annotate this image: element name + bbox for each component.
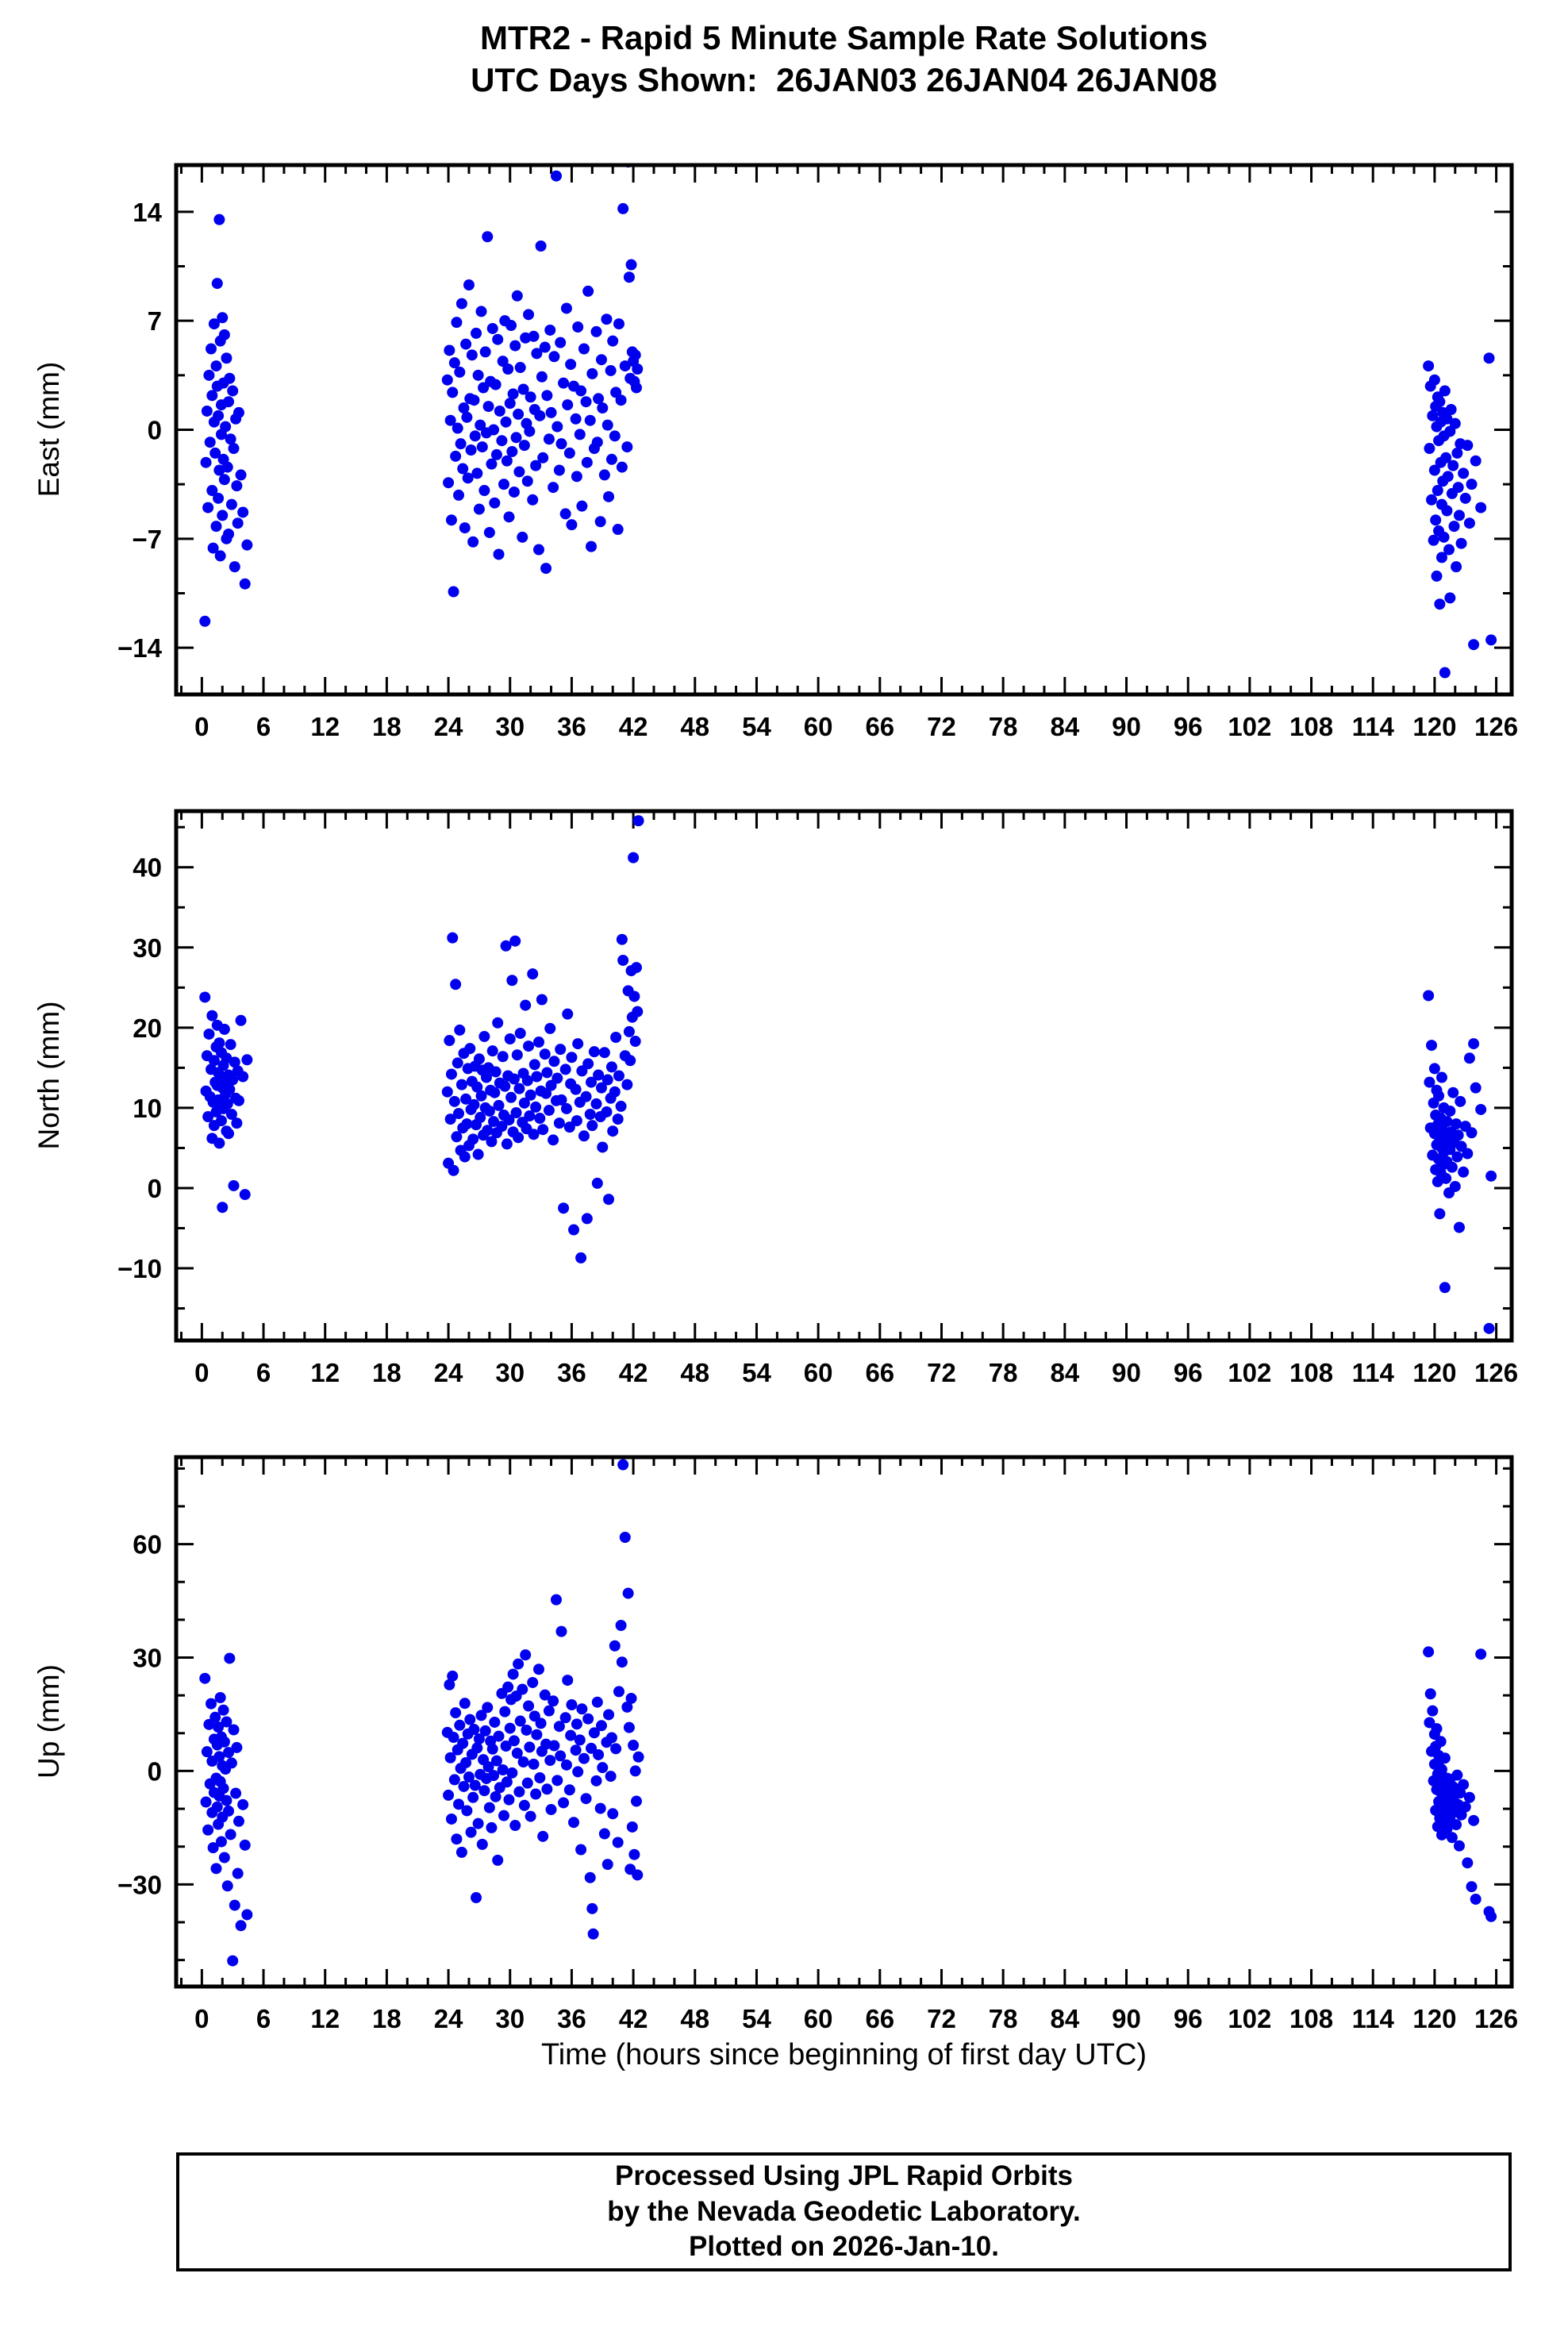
svg-text:120: 120 <box>1412 2004 1456 2033</box>
svg-text:42: 42 <box>619 712 648 741</box>
svg-text:48: 48 <box>680 1358 709 1387</box>
svg-text:0: 0 <box>194 712 209 741</box>
svg-text:40: 40 <box>133 853 162 883</box>
footer-line1: Processed Using JPL Rapid Orbits <box>614 2160 1074 2191</box>
svg-text:48: 48 <box>680 2004 709 2033</box>
svg-text:96: 96 <box>1174 1358 1203 1387</box>
svg-text:18: 18 <box>372 1358 402 1387</box>
svg-text:114: 114 <box>1352 2004 1395 2033</box>
footer-line2: by the Nevada Geodetic Laboratory. <box>607 2195 1081 2227</box>
svg-text:24: 24 <box>434 712 463 741</box>
svg-text:72: 72 <box>927 1358 956 1387</box>
svg-text:12: 12 <box>310 2004 340 2033</box>
svg-text:90: 90 <box>1112 2004 1141 2033</box>
svg-text:60: 60 <box>133 1530 162 1560</box>
svg-text:78: 78 <box>989 712 1018 741</box>
svg-text:7: 7 <box>148 306 162 336</box>
svg-text:30: 30 <box>495 1358 525 1387</box>
svg-text:24: 24 <box>434 1358 463 1387</box>
svg-text:36: 36 <box>557 1358 586 1387</box>
svg-text:84: 84 <box>1050 1358 1079 1387</box>
svg-text:108: 108 <box>1289 2004 1333 2033</box>
svg-text:60: 60 <box>804 712 833 741</box>
svg-text:12: 12 <box>310 712 340 741</box>
svg-text:0: 0 <box>194 1358 209 1387</box>
svg-text:84: 84 <box>1050 2004 1079 2033</box>
svg-text:54: 54 <box>742 2004 771 2033</box>
svg-text:60: 60 <box>804 2004 833 2033</box>
svg-text:−10: −10 <box>117 1254 162 1283</box>
svg-text:114: 114 <box>1352 712 1395 741</box>
chart-title-line1: MTR2 - Rapid 5 Minute Sample Rate Soluti… <box>479 19 1209 56</box>
svg-text:126: 126 <box>1474 2004 1518 2033</box>
svg-text:108: 108 <box>1289 1358 1333 1387</box>
chart-title-line2: UTC Days Shown: 26JAN03 26JAN04 26JAN08 <box>471 60 1217 98</box>
svg-text:42: 42 <box>619 1358 648 1387</box>
svg-text:120: 120 <box>1412 712 1456 741</box>
svg-text:12: 12 <box>310 1358 340 1387</box>
svg-text:6: 6 <box>256 712 271 741</box>
svg-text:48: 48 <box>680 712 709 741</box>
svg-text:18: 18 <box>372 2004 402 2033</box>
svg-text:42: 42 <box>619 2004 648 2033</box>
svg-text:30: 30 <box>495 2004 525 2033</box>
svg-text:6: 6 <box>256 1358 271 1387</box>
svg-text:0: 0 <box>194 2004 209 2033</box>
svg-text:126: 126 <box>1474 1358 1518 1387</box>
svg-text:66: 66 <box>865 2004 894 2033</box>
svg-text:72: 72 <box>927 712 956 741</box>
svg-text:78: 78 <box>989 1358 1018 1387</box>
svg-text:−30: −30 <box>117 1870 162 1899</box>
svg-text:66: 66 <box>865 1358 894 1387</box>
svg-text:60: 60 <box>804 1358 833 1387</box>
chart-title: MTR2 - Rapid 5 Minute Sample Rate Soluti… <box>176 17 1512 101</box>
svg-text:120: 120 <box>1412 1358 1456 1387</box>
svg-text:114: 114 <box>1352 1358 1395 1387</box>
svg-text:6: 6 <box>256 2004 271 2033</box>
svg-text:36: 36 <box>557 2004 586 2033</box>
svg-text:−7: −7 <box>132 525 162 554</box>
svg-text:−14: −14 <box>117 633 163 663</box>
svg-text:30: 30 <box>495 712 525 741</box>
svg-text:96: 96 <box>1174 2004 1203 2033</box>
svg-text:126: 126 <box>1474 712 1518 741</box>
north-scatter-plot: 0 6 12 18 24 30 36 42 48 54 60 66 72 78 84 90 96 102 108 11… <box>117 809 1518 1387</box>
svg-text:102: 102 <box>1228 712 1271 741</box>
svg-text:24: 24 <box>434 2004 463 2033</box>
svg-text:108: 108 <box>1289 712 1333 741</box>
svg-text:84: 84 <box>1050 712 1079 741</box>
svg-text:102: 102 <box>1228 1358 1271 1387</box>
svg-text:90: 90 <box>1112 1358 1141 1387</box>
footer-line3: Plotted on 2026-Jan-10. <box>689 2231 999 2263</box>
svg-text:96: 96 <box>1174 712 1203 741</box>
svg-text:30: 30 <box>133 1644 162 1673</box>
svg-text:18: 18 <box>372 712 402 741</box>
svg-text:72: 72 <box>927 2004 956 2033</box>
svg-text:54: 54 <box>742 1358 771 1387</box>
svg-text:102: 102 <box>1228 2004 1271 2033</box>
svg-text:66: 66 <box>865 712 894 741</box>
svg-text:14: 14 <box>133 198 162 227</box>
svg-text:36: 36 <box>557 712 586 741</box>
east-scatter-plot: 0 6 12 18 24 30 36 42 48 54 60 66 72 78 84 90 96 102 108 11… <box>117 163 1518 741</box>
up-scatter-plot: 0 6 12 18 24 30 36 42 48 54 60 66 72 78 84 90 96 102 108 11… <box>117 1455 1518 2033</box>
svg-text:0: 0 <box>148 1756 162 1786</box>
footer-box: Processed Using JPL Rapid Orbits by the … <box>176 2152 1512 2271</box>
svg-text:0: 0 <box>148 1174 162 1203</box>
svg-text:10: 10 <box>133 1094 162 1123</box>
svg-text:0: 0 <box>148 416 162 445</box>
x-axis-label: Time (hours since beginning of first day… <box>540 2038 1147 2071</box>
svg-text:20: 20 <box>133 1013 162 1043</box>
svg-text:90: 90 <box>1112 712 1141 741</box>
svg-text:30: 30 <box>133 933 162 963</box>
svg-text:78: 78 <box>989 2004 1018 2033</box>
svg-text:54: 54 <box>742 712 771 741</box>
